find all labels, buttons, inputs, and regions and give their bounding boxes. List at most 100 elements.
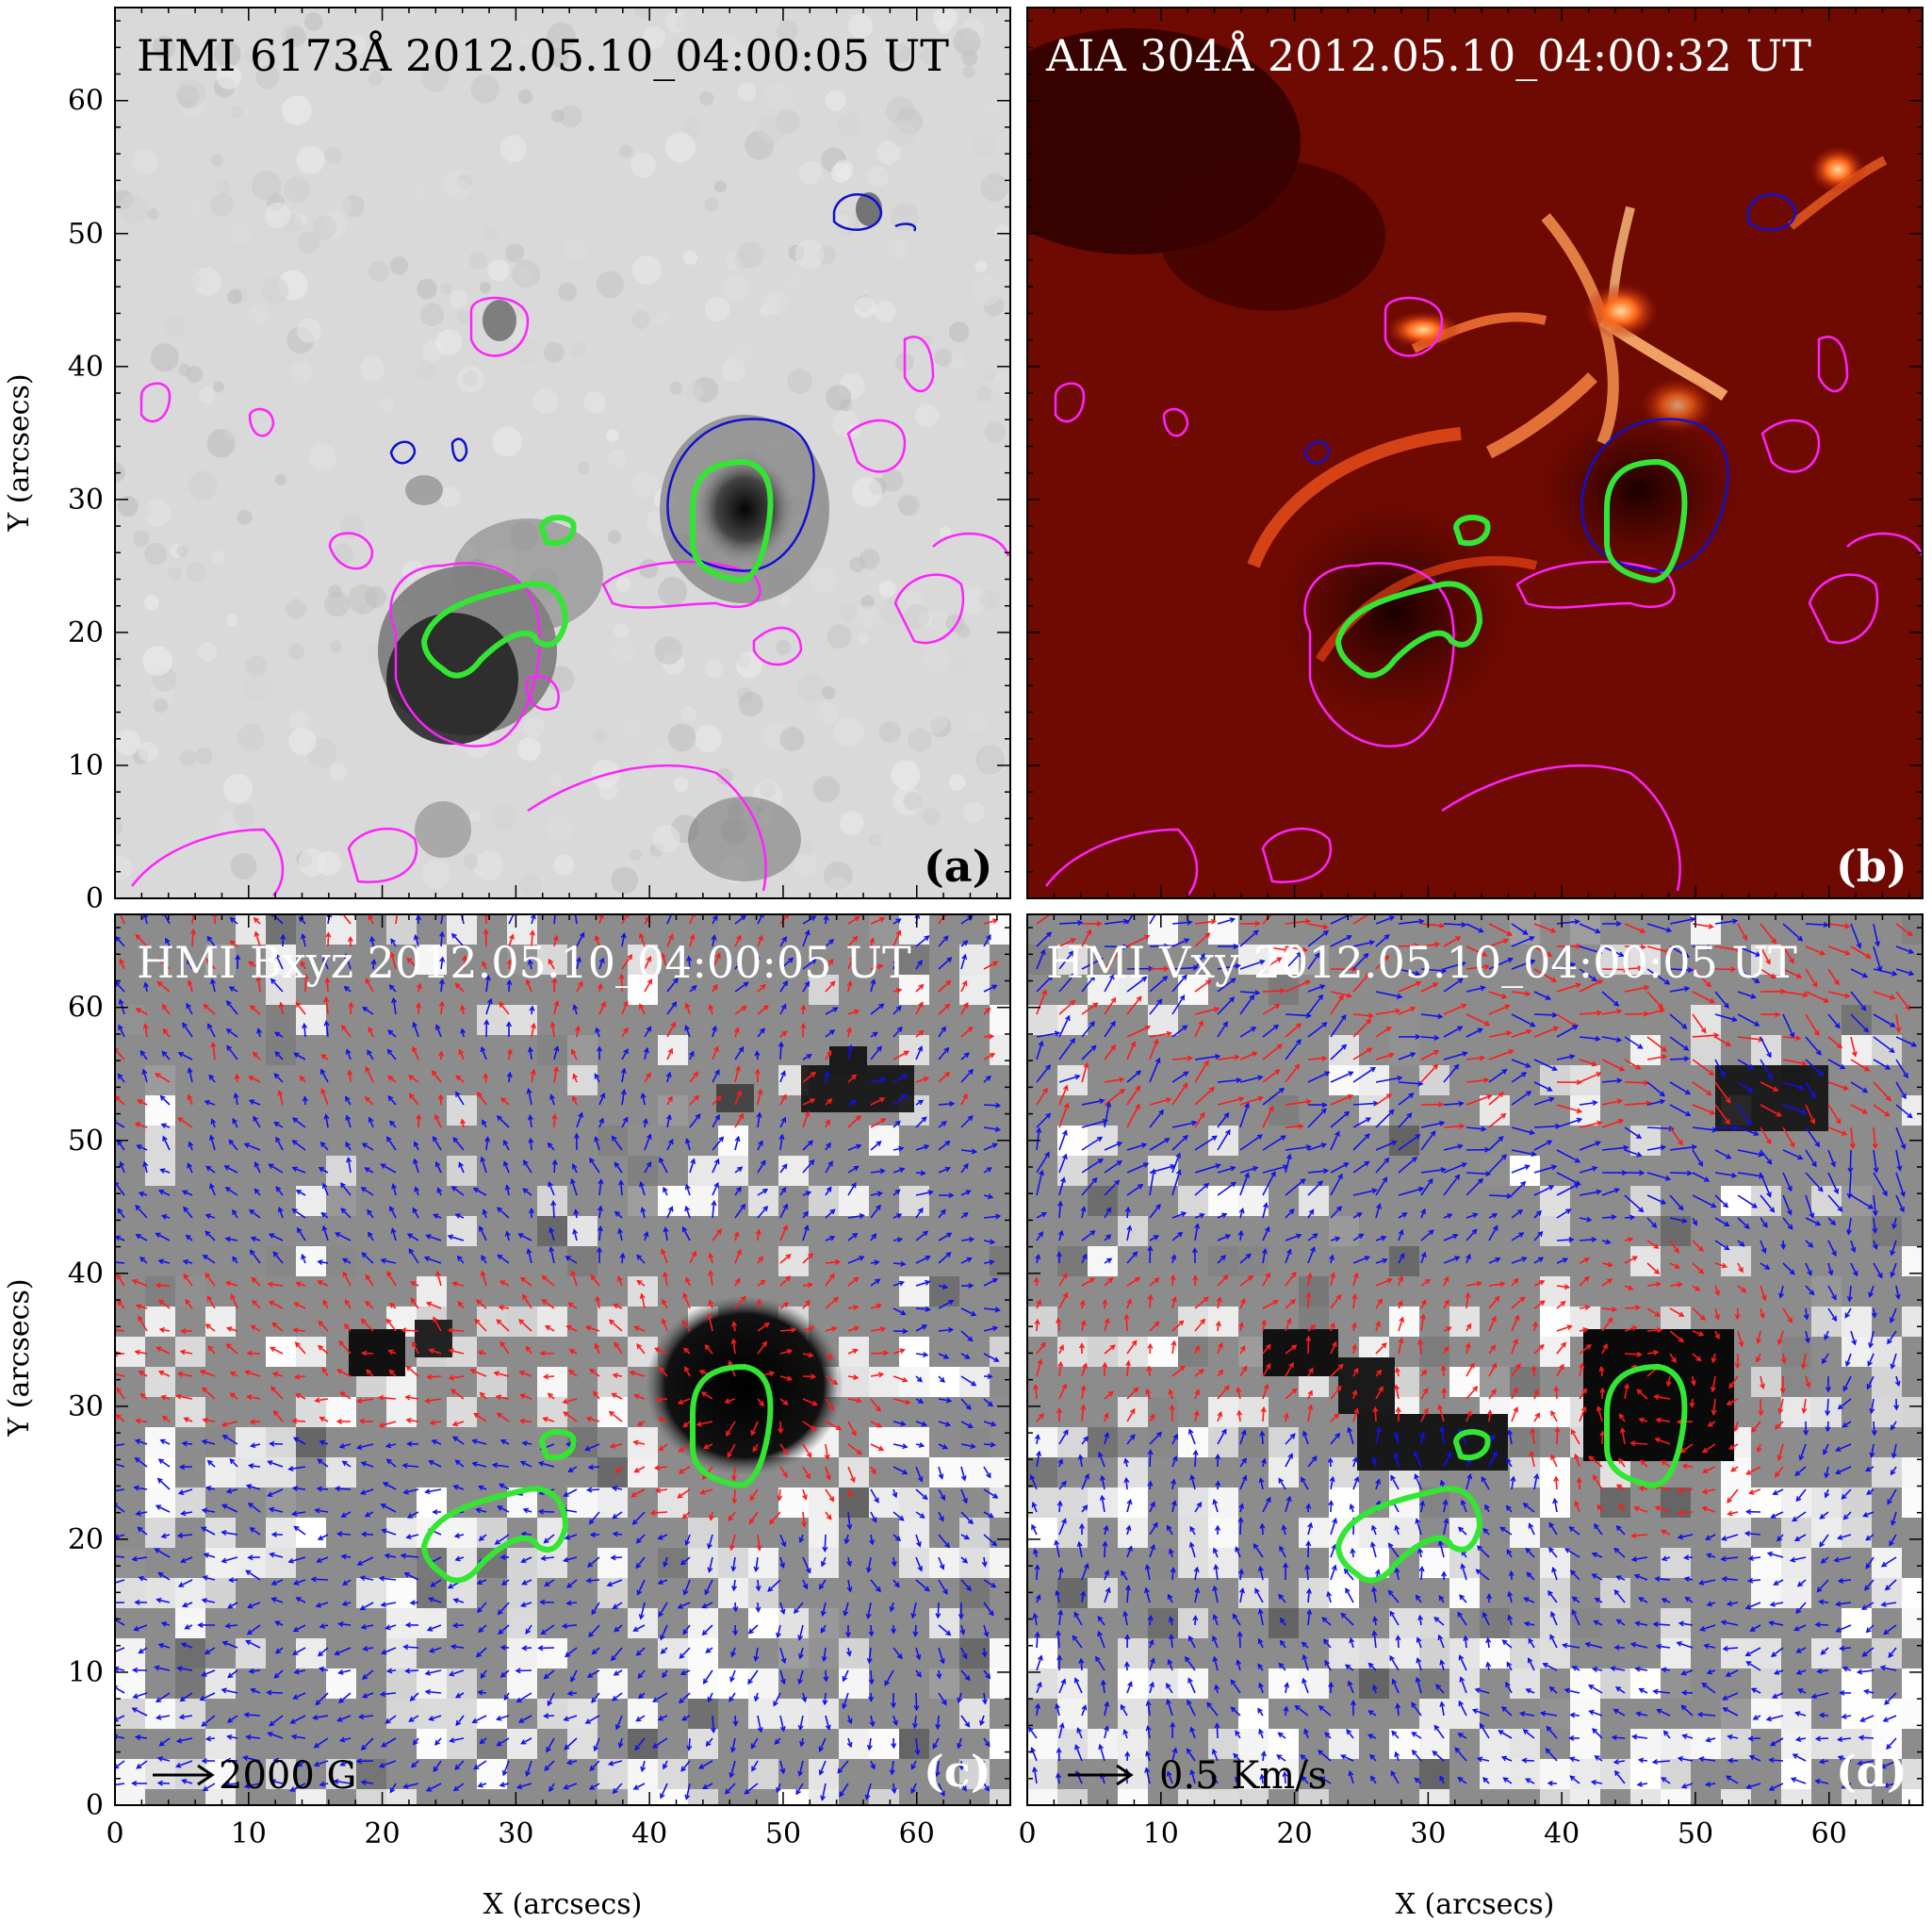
vector-arrow [938, 1579, 948, 1595]
vector-arrow [202, 1439, 216, 1445]
vector-arrowhead [743, 981, 749, 988]
vector-arrow [363, 1647, 374, 1651]
pixel-block [1902, 1307, 1923, 1337]
vector-arrow [802, 959, 817, 970]
pixel-block [1781, 1367, 1811, 1397]
granule [532, 388, 559, 414]
vector-arrow [915, 1307, 930, 1310]
panel-b-letter: (b) [1836, 841, 1907, 892]
vector-arrowhead [1683, 986, 1691, 992]
vector-arrow [136, 1008, 148, 1015]
pixel-block [386, 1608, 417, 1638]
vector-arrow [479, 1226, 487, 1241]
vector-arrow [365, 1511, 374, 1518]
vector-arrowhead [1844, 923, 1851, 929]
vector-arrowhead [632, 1439, 639, 1446]
vector-arrow [1782, 968, 1802, 978]
vector-arrow [688, 956, 691, 970]
vector-arrowhead [381, 1742, 387, 1748]
vector-arrowhead [1742, 934, 1747, 941]
vector-arrowhead [866, 1657, 873, 1665]
vector-arrow [426, 1783, 442, 1792]
vector-arrowhead [1298, 1123, 1304, 1129]
vector-arrowhead [187, 958, 192, 965]
pixel-block [1781, 1578, 1811, 1608]
vector-arrow [689, 914, 695, 925]
vector-arrowhead [917, 1476, 924, 1483]
vector-arrowhead [565, 1256, 571, 1261]
vector-arrow [1533, 1140, 1552, 1151]
vector-arrowhead [207, 1345, 214, 1352]
vector-arrowhead [452, 1137, 459, 1143]
vector-arrowhead [866, 1744, 873, 1751]
vector-arrowhead [450, 1389, 457, 1395]
granule [548, 773, 563, 787]
vector-arrow [1624, 923, 1645, 933]
vector-arrow [1873, 1036, 1895, 1053]
vector-arrowhead [503, 1160, 509, 1167]
granule [224, 428, 237, 440]
vector-arrow [292, 1420, 306, 1422]
vector-arrowhead [292, 1327, 299, 1334]
vector-arrowhead [1090, 1044, 1097, 1051]
vector-arrowhead [344, 953, 350, 960]
vector-arrowhead [924, 935, 930, 942]
vector-arrow [143, 1161, 148, 1174]
vector-arrowhead [782, 1203, 788, 1209]
vector-arrowhead [944, 1003, 951, 1010]
vector-arrowhead [1071, 972, 1077, 978]
vector-arrow [530, 1138, 532, 1151]
vector-arrow [1601, 1010, 1622, 1015]
vector-arrow [229, 986, 238, 993]
vector-arrowhead [156, 1346, 162, 1352]
vector-arrow [1533, 1027, 1559, 1038]
vector-arrow [381, 1737, 397, 1748]
vector-arrow [960, 1163, 969, 1174]
granule [815, 701, 839, 725]
pixel-block [1510, 1397, 1540, 1427]
vector-arrow [115, 1579, 125, 1584]
granule [241, 673, 271, 702]
granule [308, 443, 336, 472]
vector-arrow [572, 1096, 578, 1106]
vector-arrow [202, 1387, 216, 1400]
vector-arrow [565, 1256, 578, 1264]
vector-arrow [709, 1005, 713, 1015]
pixel-block [839, 1668, 869, 1699]
vector-arrowhead [520, 1602, 527, 1608]
vector-arrow [137, 1144, 148, 1151]
vector-arrowhead [451, 1421, 459, 1427]
pixel-block [1811, 1638, 1842, 1668]
vector-arrow [1171, 1071, 1188, 1083]
vector-arrowhead [682, 1347, 690, 1354]
pixel-block [598, 1307, 628, 1337]
vector-arrow [274, 953, 284, 970]
pixel-block [1842, 1789, 1872, 1805]
vector-arrowhead [1347, 1094, 1354, 1100]
vector-arrowhead [832, 1379, 839, 1385]
pixel-block [1329, 1035, 1359, 1065]
vector-arrow [613, 1487, 623, 1490]
vector-arrow [757, 935, 763, 947]
vector-arrow [425, 1488, 442, 1493]
vector-arrowhead [925, 1306, 931, 1312]
vector-arrow [1511, 1126, 1534, 1135]
vector-arrowhead [1615, 1036, 1623, 1043]
vector-arrowhead [390, 938, 396, 945]
vector-arrow [208, 1075, 216, 1083]
vector-arrowhead [138, 1191, 145, 1197]
vector-arrow [779, 1004, 787, 1015]
vector-arrowhead [741, 1005, 747, 1011]
vector-arrow [1149, 1109, 1164, 1128]
pixel-block [899, 1548, 929, 1578]
vector-arrow [591, 1692, 600, 1703]
vector-arrow [734, 1166, 743, 1174]
vector-arrow [938, 1004, 950, 1015]
vector-arrowhead [541, 1299, 548, 1305]
pixel-block [115, 1668, 145, 1699]
vector-arrow [452, 1137, 465, 1151]
vector-arrow [1352, 953, 1368, 970]
pixel-block [1208, 1427, 1238, 1457]
vector-arrowhead [810, 1098, 816, 1104]
vector-arrowhead [335, 1232, 341, 1238]
